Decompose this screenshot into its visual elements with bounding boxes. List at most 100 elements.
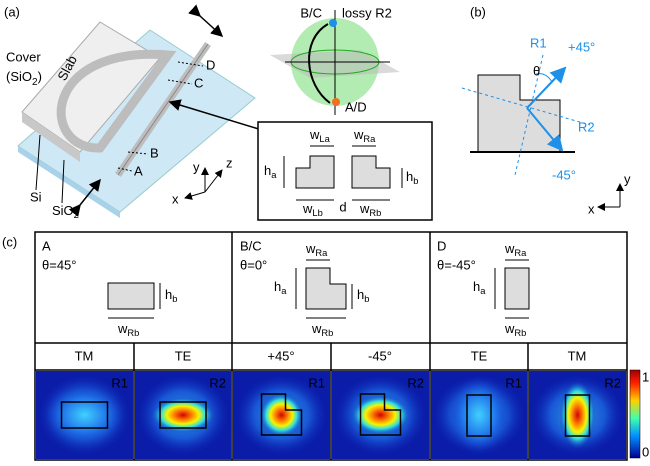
point-label: C (194, 75, 203, 90)
subscript: Ra (514, 248, 527, 258)
label: A (42, 238, 51, 253)
label: θ=0° (240, 257, 267, 272)
colorbar-label: 1 (642, 369, 649, 384)
text-part: w (302, 201, 313, 216)
label: -45° (552, 167, 576, 182)
panel-label: (b) (470, 4, 486, 19)
field-hotspot (449, 377, 509, 453)
label: y (193, 159, 200, 174)
subscript: Ra (363, 134, 376, 144)
label: wRb (504, 321, 526, 338)
subscript: Ra (315, 248, 328, 258)
text-part: (SiO (6, 69, 32, 84)
region-label: R2 (209, 375, 226, 390)
label: R1 (530, 35, 547, 50)
label: hb (357, 287, 369, 304)
mode-label: -45° (368, 348, 392, 363)
label: Si (30, 189, 42, 204)
field-hotspot (45, 385, 125, 445)
subscript: Rb (321, 328, 333, 338)
mode-label: TM (75, 348, 94, 363)
port-arrow (200, 16, 222, 36)
point-label: A (134, 163, 143, 178)
text-part: w (504, 321, 515, 336)
label: wRb (311, 321, 333, 338)
label: A/D (345, 99, 367, 114)
mode-label: TM (568, 348, 587, 363)
label: ha (473, 279, 486, 296)
label: +45° (568, 39, 595, 54)
label: ha (274, 279, 287, 296)
label: D (437, 238, 446, 253)
label: z (226, 155, 233, 170)
subscript: Lb (312, 208, 322, 218)
region-label: R1 (111, 375, 128, 390)
region-label: R1 (308, 375, 325, 390)
mode-label: TE (471, 348, 488, 363)
axis (205, 170, 222, 192)
device (18, 16, 262, 218)
subscript: 2 (74, 210, 79, 220)
label: wRa (305, 241, 328, 258)
colorbar-label: 0 (642, 444, 649, 459)
point (329, 19, 337, 27)
text-part: ) (38, 69, 42, 84)
text-part: h (406, 169, 413, 184)
region-label: R2 (604, 375, 621, 390)
colorbar (630, 370, 640, 458)
panel-label: (c) (2, 234, 17, 249)
subscript: Rb (369, 208, 381, 218)
label: B/C (240, 238, 262, 253)
text-part: w (504, 241, 515, 256)
point-label: D (206, 57, 215, 72)
label: θ=-45° (437, 257, 476, 272)
point (332, 98, 340, 106)
subscript: Rb (514, 328, 526, 338)
label: Cover (6, 49, 41, 64)
point-label: B (150, 145, 159, 160)
text-part: w (309, 127, 320, 142)
text-part: w (311, 321, 322, 336)
panel-label: (a) (4, 4, 20, 19)
axis (185, 192, 205, 198)
region-label: R1 (505, 375, 522, 390)
text-part: w (305, 241, 316, 256)
label: B/C (300, 5, 322, 20)
mode-label: +45° (267, 348, 294, 363)
label: θ=45° (42, 257, 76, 272)
label: wRb (117, 321, 139, 338)
label: (SiO2) (6, 69, 42, 87)
subscript: a (271, 170, 277, 180)
subscript: b (364, 294, 369, 304)
label: lossy R2 (342, 5, 392, 20)
label: θ (533, 63, 540, 78)
text-part: h (274, 279, 281, 294)
text-part: w (359, 201, 370, 216)
panel-b-sketch (462, 55, 620, 207)
text-part: h (357, 287, 364, 302)
label: d (339, 199, 346, 214)
text-part: SiO (52, 203, 74, 218)
text-part: h (165, 287, 172, 302)
shape-a (108, 283, 154, 309)
subscript: Rb (127, 328, 139, 338)
label: y (624, 171, 631, 186)
label: hb (165, 287, 177, 304)
label: wRa (504, 241, 527, 258)
subscript: b (172, 294, 177, 304)
subscript: a (281, 286, 287, 296)
subscript: a (480, 286, 486, 296)
shape-d (505, 268, 529, 309)
label: SiO2 (52, 203, 79, 220)
field-hotspot (351, 395, 411, 435)
poincare-sphere (270, 10, 400, 115)
text-part: h (264, 163, 271, 178)
label: R2 (578, 119, 595, 134)
region-label: R2 (407, 375, 424, 390)
text-part: w (117, 321, 128, 336)
shape-bc (306, 268, 346, 309)
mode-label: TE (175, 348, 192, 363)
text-part: w (353, 127, 364, 142)
subscript: La (319, 134, 330, 144)
text-part: h (473, 279, 480, 294)
